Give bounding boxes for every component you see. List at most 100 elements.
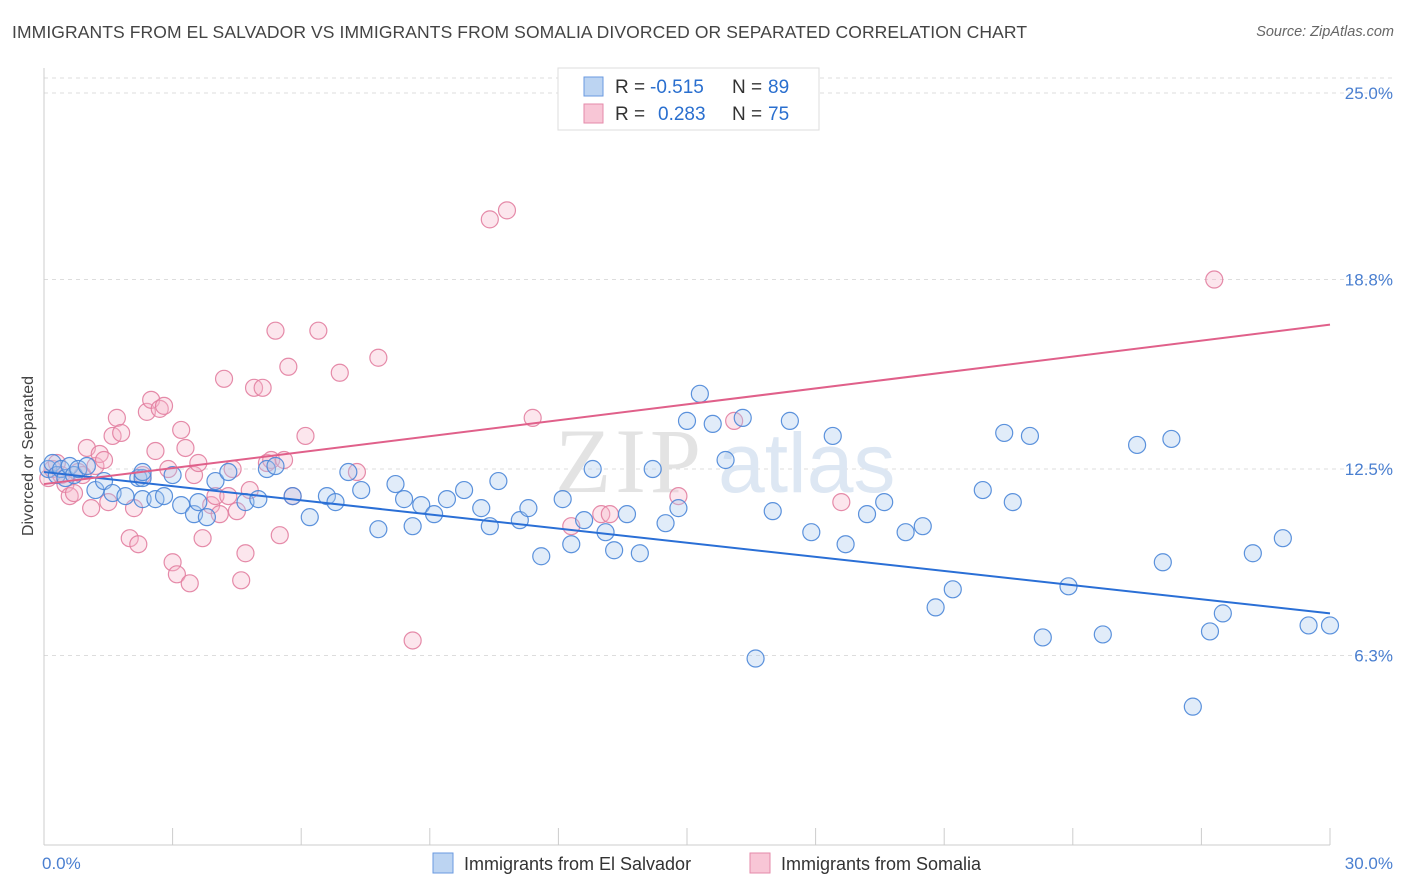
somalia-point xyxy=(107,408,126,427)
x-tick-label-min: 0.0% xyxy=(42,854,81,873)
legend-r-value-2: 0.283 xyxy=(658,104,706,125)
el-salvador-point xyxy=(1093,625,1112,644)
el-salvador-point xyxy=(77,456,96,476)
el-salvador-point xyxy=(1127,435,1147,455)
el-salvador-point xyxy=(677,411,697,430)
el-salvador-point xyxy=(913,517,932,536)
series-el-salvador xyxy=(39,384,1340,716)
el-salvador-point xyxy=(172,496,191,515)
el-salvador-point xyxy=(553,490,572,509)
el-salvador-point xyxy=(454,480,474,500)
somalia-point xyxy=(176,438,195,458)
axes xyxy=(43,68,1331,846)
el-salvador-point xyxy=(780,411,799,430)
somalia-point xyxy=(184,465,204,485)
el-salvador-point xyxy=(583,459,602,479)
somalia-point xyxy=(112,423,131,443)
el-salvador-point xyxy=(703,414,722,434)
bottom-legend-swatch-pink xyxy=(749,852,771,874)
legend-r-label-1: R = xyxy=(615,77,645,98)
somalia-point xyxy=(279,357,298,376)
el-salvador-point xyxy=(1243,544,1262,563)
somalia-point xyxy=(146,441,165,461)
somalia-point xyxy=(236,544,255,563)
somalia-point xyxy=(167,565,186,584)
somalia-point xyxy=(253,378,272,397)
el-salvador-point xyxy=(519,499,538,518)
somalia-point xyxy=(232,571,251,590)
el-salvador-point xyxy=(746,649,765,668)
somalia-point xyxy=(189,453,208,473)
watermark-zip: ZIP xyxy=(555,410,705,512)
somalia-point xyxy=(64,483,84,503)
watermark-atlas: atlas xyxy=(718,416,895,510)
somalia-point xyxy=(99,493,118,512)
el-salvador-point xyxy=(163,465,182,485)
bottom-legend-label-pink: Immigrants from Somalia xyxy=(781,854,982,874)
legend-r-value-1: -0.515 xyxy=(650,77,704,98)
el-salvador-point xyxy=(617,505,637,524)
el-salvador-point xyxy=(1162,429,1181,449)
el-salvador-point xyxy=(630,544,649,563)
somalia-point xyxy=(403,631,422,650)
el-salvador-point xyxy=(369,520,388,539)
el-salvador-point xyxy=(562,535,581,554)
el-salvador-point xyxy=(116,486,135,506)
y-tick-label: 6.3% xyxy=(1354,647,1393,666)
el-salvador-point xyxy=(437,490,457,509)
el-salvador-point xyxy=(197,508,216,527)
el-salvador-point xyxy=(472,499,491,518)
el-salvador-point xyxy=(1020,426,1040,446)
el-salvador-point xyxy=(1200,622,1220,641)
el-salvador-point xyxy=(283,486,302,506)
somalia-point xyxy=(180,574,199,593)
chart-title: IMMIGRANTS FROM EL SALVADOR VS IMMIGRANT… xyxy=(12,22,1028,42)
somalia-point xyxy=(330,363,349,382)
y-axis-label: Divorced or Separated xyxy=(20,376,37,536)
el-salvador-point xyxy=(896,523,915,542)
bottom-legend: Immigrants from El Salvador Immigrants f… xyxy=(432,852,982,874)
legend-n-label-1: N = xyxy=(732,77,762,98)
el-salvador-point xyxy=(1213,604,1232,623)
somalia-point xyxy=(600,505,619,524)
watermark: ZIP atlas xyxy=(555,410,895,512)
source-label: Source: ZipAtlas.com xyxy=(1256,24,1394,40)
el-salvador-point xyxy=(802,523,821,542)
el-salvador-point xyxy=(733,408,752,427)
el-salvador-point xyxy=(189,493,208,512)
el-salvador-point xyxy=(1033,628,1052,647)
somalia-point xyxy=(163,553,182,572)
el-salvador-point xyxy=(575,511,594,530)
el-salvador-point xyxy=(656,514,675,533)
y-tick-label: 12.5% xyxy=(1345,460,1393,479)
el-salvador-point xyxy=(154,486,174,506)
el-salvador-point xyxy=(943,580,962,599)
somalia-trend-line xyxy=(43,323,1331,486)
somalia-point xyxy=(1205,270,1224,289)
somalia-point xyxy=(497,201,517,220)
el-salvador-point xyxy=(643,459,662,479)
el-salvador-point xyxy=(489,471,508,491)
el-salvador-point xyxy=(875,493,894,512)
el-salvador-trend-line xyxy=(43,471,1331,615)
el-salvador-point xyxy=(339,462,358,482)
el-salvador-point xyxy=(857,505,877,524)
el-salvador-point xyxy=(690,384,709,403)
el-salvador-point xyxy=(669,499,688,518)
x-tick-labels: 0.0% 30.0% xyxy=(42,854,1393,873)
el-salvador-point xyxy=(394,490,414,509)
legend-r-label-2: R = xyxy=(615,104,645,125)
legend-n-value-1: 89 xyxy=(768,77,789,98)
somalia-point xyxy=(270,526,289,545)
somalia-point xyxy=(154,396,174,415)
el-salvador-point xyxy=(926,598,945,617)
el-salvador-point xyxy=(249,490,268,509)
somalia-point xyxy=(193,529,212,548)
el-salvador-point xyxy=(1153,553,1172,572)
el-salvador-point xyxy=(386,474,405,494)
somalia-point xyxy=(214,369,234,388)
el-salvador-point xyxy=(133,490,152,509)
somalia-point xyxy=(832,493,851,512)
somalia-point xyxy=(266,321,285,340)
